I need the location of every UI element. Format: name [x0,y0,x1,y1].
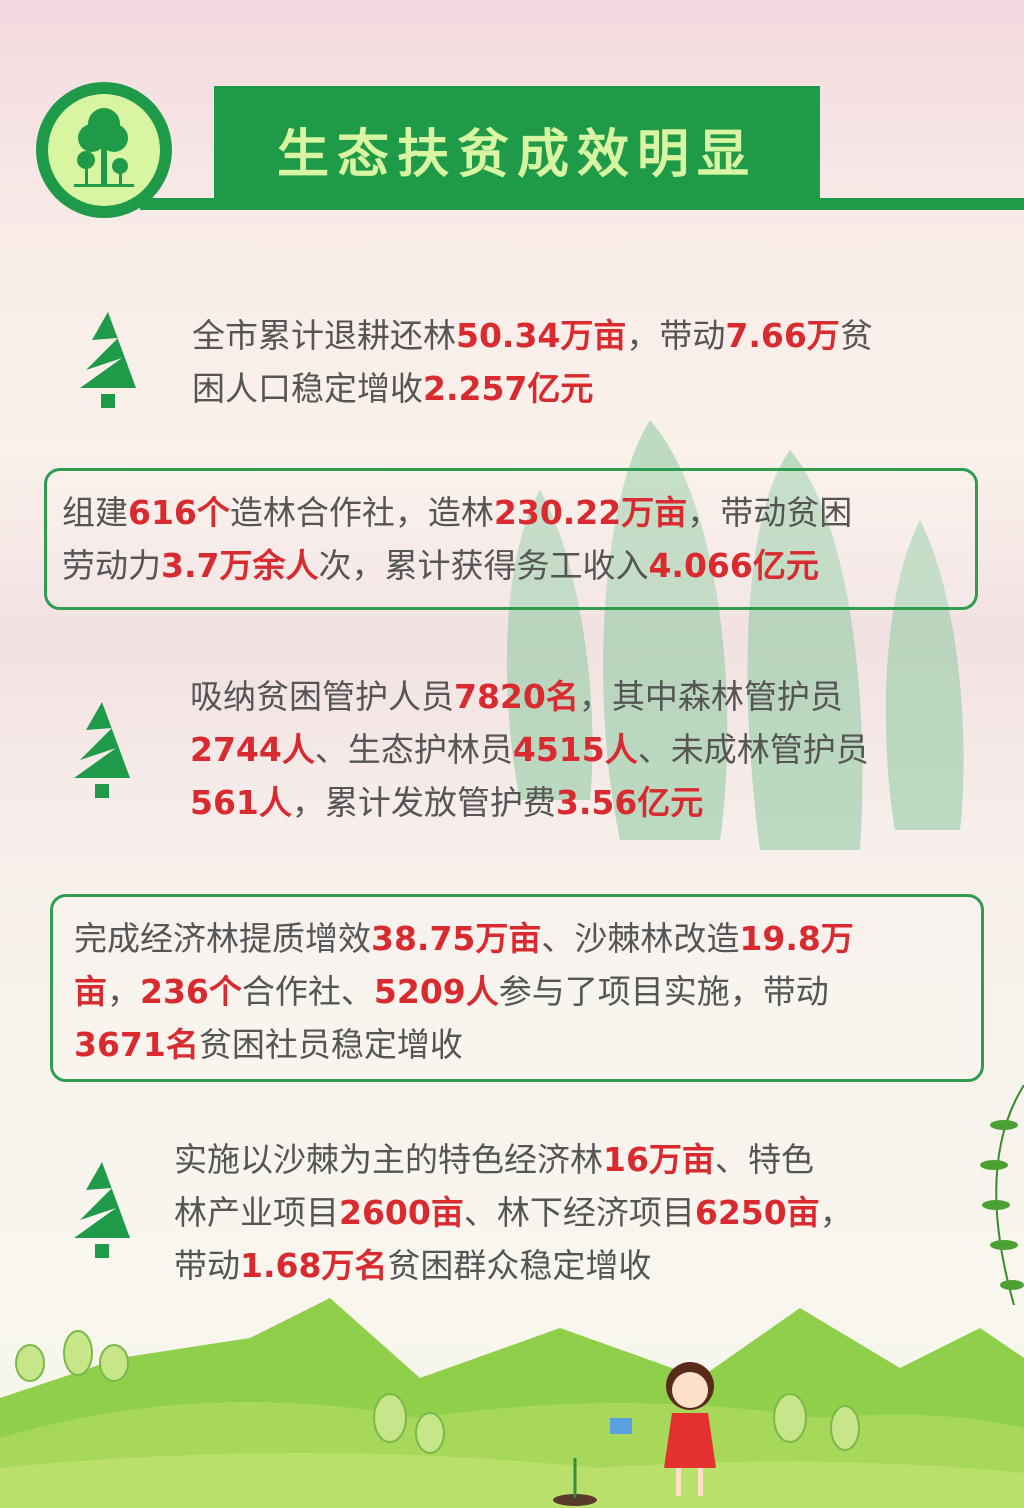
text-segment: 、生态护林员 [314,730,513,769]
text-segment: 次，累计获得务工收入 [318,546,649,585]
text-line: 吸纳贫困管护人员7820名，其中森林管护员 [190,670,869,723]
text-line: 实施以沙棘为主的特色经济林16万亩、特色 [174,1133,853,1186]
section-3-text: 吸纳贫困管护人员7820名，其中森林管护员 2744人、生态护林员4515人、未成… [190,670,869,829]
text-segment: 组建 [62,493,128,532]
text-segment: 合作社、 [241,972,374,1011]
text-segment: ，带动贫困 [687,493,853,532]
text-segment: 困人口稳定增收 [192,369,423,408]
header-banner: 生态扶贫成效明显 [214,86,820,202]
highlight-figure: 4515人 [512,730,638,769]
highlight-figure: 亩 [74,972,107,1011]
text-segment: 、沙棘林改造 [541,919,740,958]
highlight-figure: 16万亩 [603,1140,715,1179]
text-line: 亩，236个合作社、5209人参与了项目实施，带动 [74,965,854,1018]
highlight-figure: 2744人 [190,730,315,769]
text-line: 全市累计退耕还林50.34万亩，带动7.66万贫 [192,309,873,362]
text-segment: 带动 [174,1246,240,1285]
section-5-text: 实施以沙棘为主的特色经济林16万亩、特色 林产业项目2600亩、林下经济项目625… [174,1133,853,1292]
pine-tree-icon [74,702,130,798]
section-box-4 [50,894,984,1082]
willow-branch-illustration [980,1085,1024,1305]
text-segment: 全市累计退耕还林 [192,316,456,355]
girl-illustration [610,1362,716,1496]
text-segment: ， [107,972,140,1011]
page-title: 生态扶贫成效明显 [276,125,757,185]
pine-tree-icon [80,312,136,408]
text-segment: 贫困社员稳定增收 [198,1025,463,1064]
section-4-text: 完成经济林提质增效38.75万亩、沙棘林改造19.8万 亩，236个合作社、520… [74,912,854,1071]
text-segment: ，其中森林管护员 [578,677,843,716]
text-line: 带动1.68万名贫困群众稳定增收 [174,1239,853,1292]
highlight-figure: 616个 [128,493,230,532]
text-segment: 、未成林管护员 [637,730,869,769]
section-box-2 [44,468,978,610]
highlight-figure: 3671名 [74,1025,199,1064]
highlight-figure: 7820名 [454,677,579,716]
pine-tree-icon [74,1162,130,1258]
text-line: 困人口稳定增收2.257亿元 [192,362,873,415]
text-segment: 贫困群众稳定增收 [387,1246,652,1285]
text-line: 完成经济林提质增效38.75万亩、沙棘林改造19.8万 [74,912,854,965]
text-line: 2744人、生态护林员4515人、未成林管护员 [190,723,869,776]
text-segment: 造林合作社，造林 [229,493,494,532]
text-line: 561人，累计发放管护费3.56亿元 [190,776,869,829]
highlight-figure: 7.66万 [725,316,840,355]
text-segment: 、林下经济项目 [463,1193,695,1232]
highlight-figure: 38.75万亩 [371,919,542,958]
tree-icon [74,108,134,187]
text-segment: 、特色 [714,1140,814,1179]
text-segment: 贫 [839,316,873,355]
highlight-figure: 3.56亿元 [555,783,704,822]
highlight-figure: 6250亩 [694,1193,820,1232]
text-segment: ，累计发放管护费 [291,783,556,822]
text-line: 3671名贫困社员稳定增收 [74,1018,854,1071]
highlight-figure: 5209人 [373,972,499,1011]
highlight-figure: 50.34万亩 [456,316,627,355]
highlight-figure: 561人 [190,783,292,822]
landscape-illustration [0,1298,1024,1508]
text-line: 林产业项目2600亩、林下经济项目6250亩， [174,1186,853,1239]
text-line: 劳动力3.7万余人次，累计获得务工收入4.066亿元 [62,539,852,592]
text-segment: 林产业项目 [174,1193,339,1232]
highlight-figure: 236个 [140,972,242,1011]
highlight-figure: 1.68万名 [240,1246,388,1285]
text-segment: 参与了项目实施，带动 [498,972,829,1011]
text-segment: 吸纳贫困管护人员 [190,677,454,716]
highlight-figure: 19.8万 [739,919,854,958]
section-1-text: 全市累计退耕还林50.34万亩，带动7.66万贫 困人口稳定增收2.257亿元 [192,309,873,415]
highlight-figure: 4.066亿元 [648,546,819,585]
highlight-figure: 3.7万余人 [161,546,319,585]
text-segment: ，带动 [626,316,726,355]
highlight-figure: 2.257亿元 [423,369,594,408]
section-2-text: 组建616个造林合作社，造林230.22万亩，带动贫困 劳动力3.7万余人次，累计… [62,486,852,592]
text-segment: 完成经济林提质增效 [74,919,371,958]
text-line: 组建616个造林合作社，造林230.22万亩，带动贫困 [62,486,852,539]
text-segment: ， [819,1193,853,1232]
text-segment: 实施以沙棘为主的特色经济林 [174,1140,603,1179]
highlight-figure: 230.22万亩 [493,493,688,532]
text-segment: 劳动力 [62,546,161,585]
highlight-figure: 2600亩 [339,1193,464,1232]
header-badge [36,82,172,218]
